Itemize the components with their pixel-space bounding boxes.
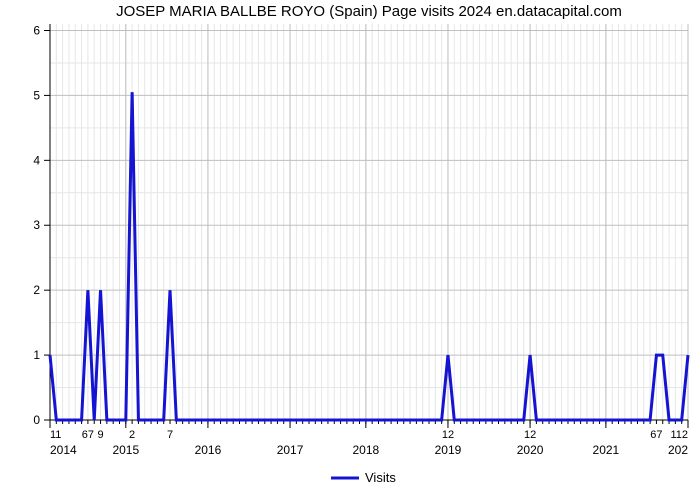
x-point-labels: 1167927121267112	[50, 429, 688, 441]
x-point-label: 2	[129, 429, 135, 441]
x-year-label: 2021	[593, 443, 620, 457]
x-year-label: 2017	[277, 443, 304, 457]
x-year-label: 202	[668, 443, 688, 457]
legend: Visits	[331, 470, 396, 485]
y-tick-label: 4	[33, 153, 40, 167]
x-point-label: 7	[167, 429, 173, 441]
x-point-label: 67	[650, 429, 662, 441]
x-point-label: 12	[442, 429, 454, 441]
x-point-label: 67	[82, 429, 94, 441]
x-year-label: 2019	[435, 443, 462, 457]
y-tick-label: 6	[33, 23, 40, 37]
x-year-label: 2014	[50, 443, 77, 457]
grid-major-horizontal	[50, 30, 688, 420]
x-year-labels: 2014 2015 2016 2017 2018 2019 2020 2021 202	[50, 443, 688, 457]
x-year-label: 2016	[195, 443, 222, 457]
x-point-label: 12	[524, 429, 536, 441]
y-tick-label: 3	[33, 218, 40, 232]
y-tick-label: 2	[33, 283, 40, 297]
grid-major-vertical	[50, 24, 688, 420]
y-tick-label: 0	[33, 413, 40, 427]
chart-container: 0123456116792712126711220142015201620172…	[0, 0, 700, 500]
y-tick-label: 5	[33, 88, 40, 102]
chart-title: JOSEP MARIA BALLBE ROYO (Spain) Page vis…	[116, 3, 622, 20]
x-year-label: 2015	[112, 443, 139, 457]
grid-minor-vertical	[50, 24, 688, 420]
x-point-label: 9	[97, 429, 103, 441]
x-point-label: 11	[50, 429, 61, 441]
y-tick-label: 1	[33, 348, 40, 362]
visits-series	[50, 92, 688, 420]
x-point-label: 112	[670, 429, 688, 441]
y-ticks: 0 1 2 3 4 5 6	[33, 23, 50, 427]
x-year-label: 2018	[352, 443, 379, 457]
legend-label: Visits	[365, 470, 396, 485]
x-year-label: 2020	[517, 443, 544, 457]
